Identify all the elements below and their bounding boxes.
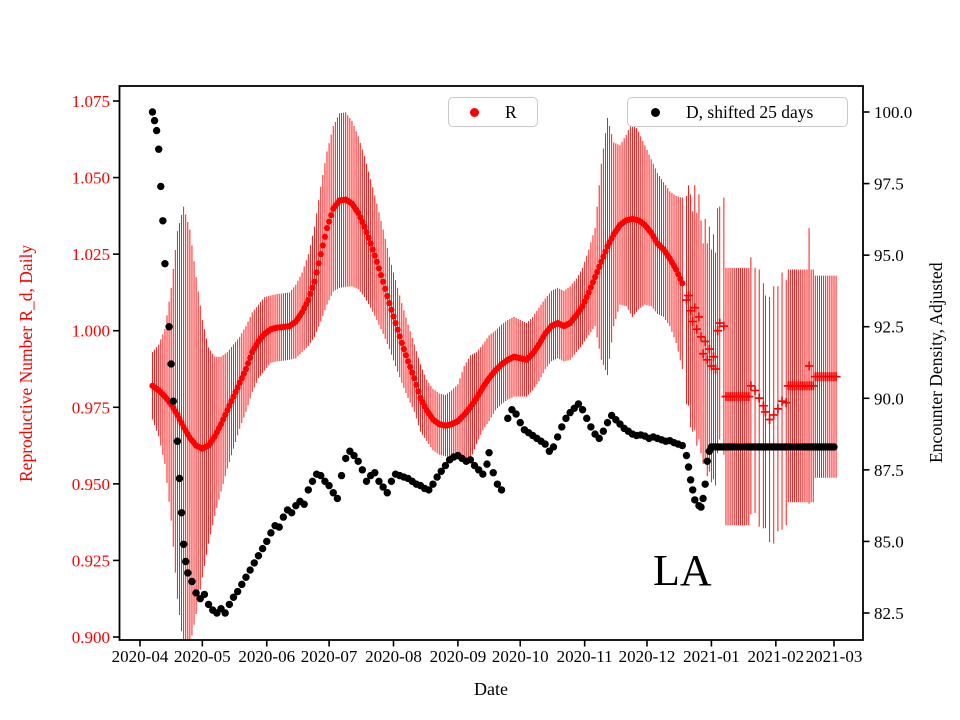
x-tick-label: 2020-09 — [430, 647, 487, 666]
right-axis-ticks: 100.0 97.5 95.0 92.5 90.0 87.5 85.0 82.5 — [863, 103, 912, 623]
right-tick-label: 95.0 — [874, 246, 904, 265]
legend-d: D, shifted 25 days — [627, 97, 848, 127]
x-axis-ticks: 2020-04 2020-05 2020-06 2020-07 2020-08 2020-… — [112, 640, 863, 666]
x-tick-label: 2021-02 — [747, 647, 804, 666]
x-tick-label: 2020-05 — [174, 647, 231, 666]
x-tick-label: 2021-01 — [683, 647, 740, 666]
legend-d-label: D, shifted 25 days — [686, 101, 814, 122]
left-tick-label: 0.950 — [72, 475, 110, 494]
left-tick-label: 1.075 — [72, 92, 110, 111]
annotation-la: LA — [653, 546, 712, 595]
x-axis-label: Date — [474, 679, 508, 699]
r-series-late-points — [681, 185, 841, 544]
x-tick-label: 2020-08 — [365, 647, 422, 666]
left-tick-label: 0.900 — [72, 628, 110, 647]
d-series-points — [148, 108, 838, 617]
legend-d-marker-icon — [651, 107, 660, 117]
right-tick-label: 82.5 — [874, 604, 904, 623]
x-tick-label: 2020-07 — [301, 647, 358, 666]
legend-r-label: R — [505, 101, 517, 122]
right-tick-label: 100.0 — [874, 103, 912, 122]
left-tick-label: 0.925 — [72, 551, 110, 570]
right-tick-label: 90.0 — [874, 389, 904, 408]
right-tick-label: 87.5 — [874, 461, 904, 480]
r-series-points — [149, 196, 686, 452]
right-axis-label: Encounter Density, Adjusted — [926, 262, 946, 464]
x-tick-label: 2020-12 — [619, 647, 676, 666]
left-axis-ticks: 1.075 1.050 1.025 1.000 0.975 0.950 0.925 0.900 — [72, 92, 120, 647]
axes: 2020-04 2020-05 2020-06 2020-07 2020-08 2020-… — [72, 92, 913, 666]
x-tick-label: 2020-10 — [492, 647, 549, 666]
right-tick-label: 92.5 — [874, 318, 904, 337]
left-axis-label: Reproductive Number R_d, Daily — [16, 244, 36, 482]
x-tick-label: 2021-03 — [806, 647, 863, 666]
x-tick-label: 2020-04 — [112, 647, 169, 666]
right-tick-label: 97.5 — [874, 175, 904, 194]
legend-r: R — [448, 97, 538, 127]
legend-r-marker-icon — [470, 107, 479, 117]
right-tick-label: 85.0 — [874, 532, 904, 551]
left-tick-label: 1.000 — [72, 322, 110, 341]
left-tick-label: 0.975 — [72, 398, 110, 417]
x-tick-label: 2020-06 — [238, 647, 295, 666]
plot-frame — [118, 85, 864, 641]
left-tick-label: 1.025 — [72, 245, 110, 264]
x-tick-label: 2020-11 — [557, 647, 613, 666]
left-tick-label: 1.050 — [72, 169, 110, 188]
r-series-errorbars — [152, 112, 683, 639]
